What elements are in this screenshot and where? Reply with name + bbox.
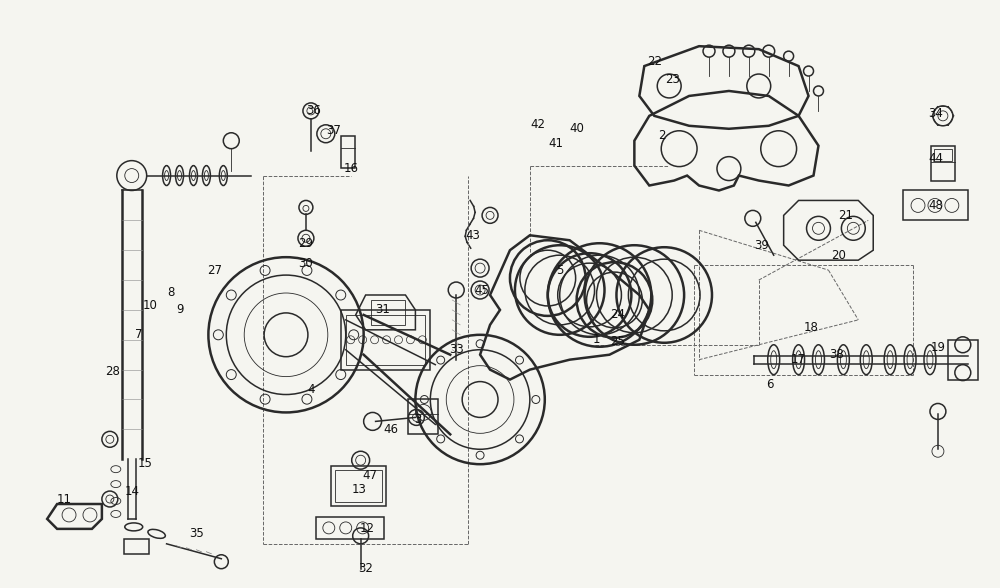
Text: 13: 13: [351, 483, 366, 496]
Text: 11: 11: [57, 493, 72, 506]
Text: 35: 35: [189, 527, 204, 540]
Text: 43: 43: [466, 229, 481, 242]
Text: 39: 39: [754, 239, 769, 252]
Text: 3: 3: [414, 413, 421, 426]
Bar: [903, 191, 968, 220]
Text: 36: 36: [306, 104, 321, 118]
Text: 2: 2: [658, 129, 666, 142]
Text: 14: 14: [124, 485, 139, 497]
Text: 46: 46: [383, 423, 398, 436]
Text: 45: 45: [475, 283, 490, 296]
Text: 30: 30: [299, 256, 313, 270]
Bar: [335, 470, 382, 502]
Text: 37: 37: [326, 124, 341, 137]
Text: 27: 27: [207, 263, 222, 276]
Text: 15: 15: [137, 457, 152, 470]
Bar: [331, 466, 386, 506]
Bar: [934, 149, 952, 161]
Text: 22: 22: [647, 55, 662, 68]
Text: 17: 17: [791, 353, 806, 366]
Text: 18: 18: [804, 321, 819, 335]
Text: 16: 16: [343, 162, 358, 175]
Text: 20: 20: [831, 249, 846, 262]
Bar: [931, 146, 955, 181]
Text: 38: 38: [829, 348, 844, 361]
Text: 10: 10: [142, 299, 157, 312]
Text: 28: 28: [105, 365, 120, 378]
Text: 44: 44: [928, 152, 943, 165]
Text: 48: 48: [928, 199, 943, 212]
Text: 34: 34: [928, 108, 943, 121]
Bar: [341, 136, 355, 168]
Text: 40: 40: [569, 122, 584, 135]
Text: 29: 29: [298, 237, 313, 250]
Bar: [316, 517, 384, 539]
Bar: [408, 399, 438, 435]
Text: 31: 31: [375, 303, 390, 316]
Text: 9: 9: [176, 303, 183, 316]
Bar: [371, 300, 405, 325]
Text: 47: 47: [362, 469, 377, 482]
Text: 42: 42: [530, 118, 545, 131]
Text: 12: 12: [360, 522, 375, 536]
Bar: [124, 539, 149, 554]
Text: 32: 32: [358, 562, 373, 575]
Bar: [346, 315, 425, 365]
Text: 7: 7: [135, 328, 142, 341]
Text: 25: 25: [610, 335, 625, 348]
Text: 24: 24: [610, 308, 625, 322]
Text: 5: 5: [556, 263, 563, 276]
Bar: [948, 340, 978, 380]
Text: 1: 1: [593, 333, 600, 346]
Text: 8: 8: [167, 286, 174, 299]
Text: 23: 23: [665, 72, 680, 85]
Text: 6: 6: [766, 378, 773, 391]
Text: 21: 21: [838, 209, 853, 222]
Bar: [341, 310, 430, 370]
Text: 19: 19: [930, 341, 945, 354]
Text: 41: 41: [548, 137, 563, 150]
Text: 33: 33: [449, 343, 464, 356]
Text: 4: 4: [307, 383, 315, 396]
